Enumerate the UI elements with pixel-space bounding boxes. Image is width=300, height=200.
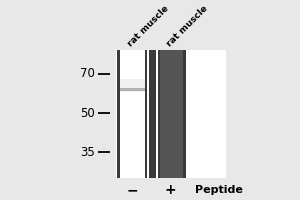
Bar <box>117 50 147 178</box>
Bar <box>160 50 183 178</box>
Bar <box>120 50 145 178</box>
Bar <box>120 88 145 91</box>
Bar <box>116 50 226 178</box>
Text: 50: 50 <box>80 107 95 120</box>
Text: +: + <box>164 183 176 197</box>
Text: 70: 70 <box>80 67 95 80</box>
Text: rat muscle: rat muscle <box>166 3 210 48</box>
Text: 35: 35 <box>80 146 95 159</box>
Text: rat muscle: rat muscle <box>126 3 170 48</box>
Text: −: − <box>126 183 138 197</box>
Bar <box>149 50 156 178</box>
Text: Peptide: Peptide <box>195 185 242 195</box>
Bar <box>120 79 145 92</box>
Bar <box>158 50 186 178</box>
